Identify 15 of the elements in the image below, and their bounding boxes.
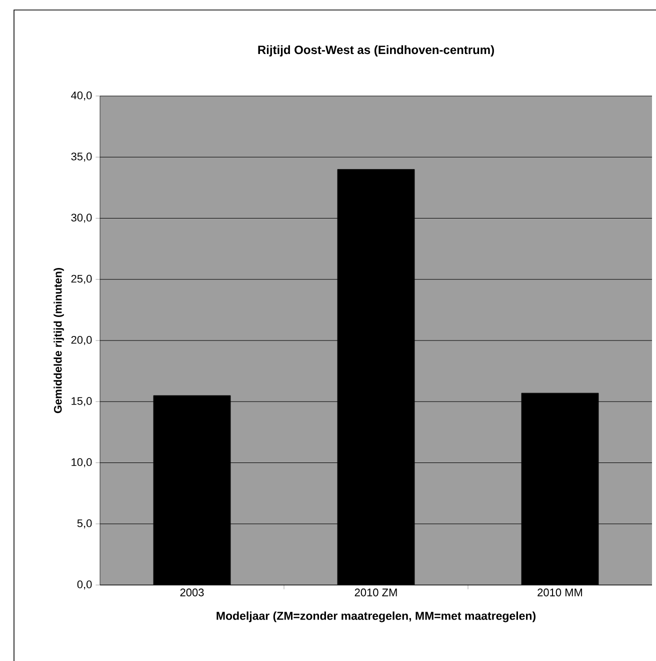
y-tick-label: 40,0	[71, 91, 92, 101]
chart-title: Rijtijd Oost-West as (Eindhoven-centrum)	[258, 45, 494, 56]
y-tick-label: 5,0	[77, 519, 92, 528]
y-tick-label: 30,0	[71, 214, 92, 223]
y-tick-label: 10,0	[72, 458, 92, 468]
y-tick-label: 25,0	[71, 274, 92, 284]
y-tick-label: 0,0	[77, 580, 92, 590]
y-tick-label: 20,0	[71, 336, 92, 346]
x-axis-title: Modeljaar (ZM=zonder maatregelen, MM=met maatregelen)	[216, 611, 536, 622]
x-tick-label: 2010 ZM	[354, 588, 397, 596]
x-tick-label: 2010 MM	[538, 588, 582, 596]
y-tick-label: 15,0	[72, 397, 92, 406]
y-tick-label: 35,0	[71, 152, 92, 162]
y-axis-title: Gemiddelde rijtijd (minuten)	[54, 268, 64, 414]
x-tick-label: 2003	[180, 588, 204, 596]
